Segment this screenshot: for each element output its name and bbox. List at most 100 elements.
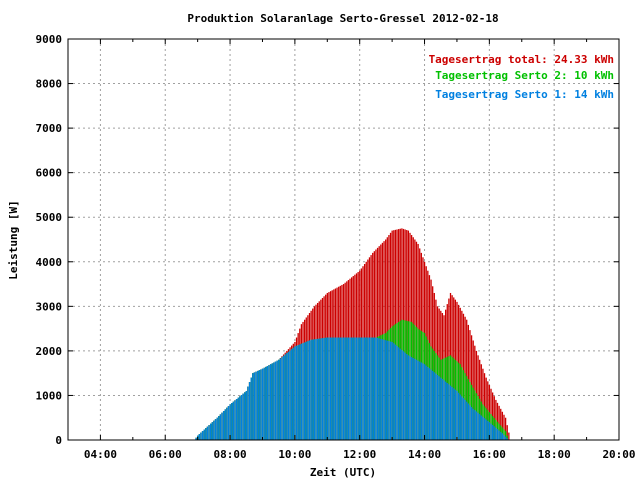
serto1-bar	[491, 424, 494, 440]
serto1-bar	[380, 338, 382, 440]
serto1-bar	[331, 337, 333, 440]
serto1-bar	[480, 415, 482, 440]
serto1-bar	[467, 403, 469, 440]
serto1-bar	[203, 429, 205, 440]
serto1-bar	[297, 345, 299, 440]
serto1-bar	[498, 430, 500, 440]
serto1-bar	[504, 436, 507, 440]
serto1-bar	[388, 341, 390, 440]
serto1-bar	[464, 399, 466, 440]
serto1-bar	[493, 426, 495, 440]
x-axis-label: Zeit (UTC)	[310, 466, 376, 479]
serto1-bar	[375, 337, 377, 440]
serto1-bar	[274, 361, 277, 440]
x-tick-label: 10:00	[278, 448, 311, 461]
serto1-bar	[415, 359, 418, 440]
serto1-bar	[320, 338, 322, 440]
serto1-bar	[302, 343, 304, 440]
serto1-bar	[252, 373, 254, 440]
serto1-bar	[295, 345, 298, 440]
serto1-bar	[300, 343, 303, 440]
serto1-bar	[316, 338, 319, 440]
serto1-bar	[432, 370, 434, 440]
serto1-bar	[218, 416, 220, 440]
serto1-bar	[351, 337, 353, 440]
serto1-bar	[398, 347, 400, 440]
serto1-bar	[260, 369, 262, 440]
serto1-bar	[367, 337, 369, 440]
total-bar	[500, 408, 502, 440]
serto1-bar	[336, 337, 338, 440]
serto1-bar	[282, 355, 285, 440]
serto1-bar	[376, 337, 379, 440]
serto1-bar	[462, 398, 465, 440]
serto1-bar	[318, 338, 320, 440]
serto1-bar	[500, 431, 502, 440]
serto1-bar	[210, 423, 212, 440]
total-bar	[496, 402, 499, 440]
serto1-bar	[341, 337, 343, 440]
serto1-bar	[237, 397, 239, 440]
serto1-bar	[488, 422, 491, 440]
serto1-bar	[360, 337, 363, 440]
total-bar	[482, 368, 484, 440]
legend-serto-2: Tagesertrag Serto 2: 10 kWh	[435, 69, 614, 82]
serto1-bar	[487, 420, 489, 440]
serto1-bar	[391, 341, 393, 440]
serto1-bar	[393, 343, 395, 440]
serto1-bar	[453, 388, 455, 440]
y-axis: 0 1000 2000 3000 4000 5000 6000 7000 8000 9000	[36, 33, 619, 447]
total-bar	[498, 405, 500, 440]
serto1-bar	[216, 417, 218, 440]
serto1-bar	[410, 357, 413, 440]
y-axis-label: Leistung [W]	[7, 200, 20, 279]
serto1-bar	[459, 394, 461, 440]
serto1-bar	[253, 372, 256, 440]
serto1-bar	[329, 337, 332, 440]
serto1-bar	[325, 337, 327, 440]
total-bar	[501, 411, 504, 440]
y-tick-label: 1000	[36, 389, 63, 402]
serto1-bar	[347, 337, 350, 440]
serto1-bar	[352, 337, 354, 440]
serto1-bar	[339, 337, 341, 440]
y-tick-label: 8000	[36, 78, 63, 91]
serto1-bar	[310, 339, 312, 440]
serto1-bar	[475, 411, 478, 440]
serto1-bar	[357, 337, 359, 440]
serto1-bar	[496, 429, 499, 440]
serto1-bar	[404, 352, 406, 440]
total-bar	[503, 414, 505, 440]
serto1-bar	[323, 337, 325, 440]
serto1-bar	[287, 351, 290, 440]
y-tick-label: 3000	[36, 300, 63, 313]
serto1-bar	[412, 358, 414, 440]
serto2-bar	[504, 431, 507, 440]
serto1-bar	[289, 350, 291, 440]
serto1-bar	[279, 358, 281, 440]
serto1-bar	[266, 366, 269, 440]
serto1-bar	[456, 390, 458, 440]
serto1-bar	[257, 370, 259, 440]
serto1-bar	[501, 433, 504, 440]
serto1-bar	[244, 392, 246, 440]
serto1-bar	[355, 337, 358, 440]
serto1-bar	[232, 401, 234, 440]
serto1-bar	[313, 339, 316, 440]
serto1-bar	[338, 337, 340, 440]
serto1-bar	[433, 372, 435, 440]
serto1-bar	[281, 357, 283, 440]
x-tick-label: 06:00	[149, 448, 182, 461]
serto1-bar	[378, 338, 380, 440]
serto1-bar	[454, 389, 457, 440]
serto1-bar	[448, 384, 450, 440]
serto1-bar	[506, 438, 508, 440]
serto1-bar	[414, 358, 416, 440]
serto1-bar	[326, 337, 328, 440]
serto1-bar	[201, 431, 204, 440]
total-bar	[504, 417, 507, 440]
serto1-bar	[235, 399, 238, 440]
x-tick-label: 16:00	[473, 448, 506, 461]
serto1-bar	[315, 339, 317, 440]
